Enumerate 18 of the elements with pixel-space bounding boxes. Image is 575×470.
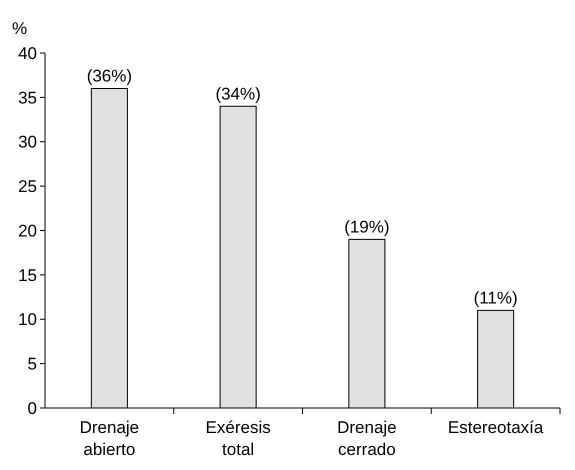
data-label: (36%) bbox=[86, 66, 132, 86]
y-tick-label: 15 bbox=[18, 266, 37, 285]
y-tick-label: 40 bbox=[18, 44, 37, 63]
data-label: (19%) bbox=[344, 217, 390, 236]
y-tick-label: 0 bbox=[28, 398, 37, 418]
y-tick-label: 20 bbox=[18, 221, 37, 240]
x-tick-label: Estereotaxía bbox=[448, 418, 544, 437]
y-tick-label: 35 bbox=[18, 88, 37, 108]
data-label: (34%) bbox=[215, 84, 261, 104]
y-tick-label: 30 bbox=[18, 132, 37, 152]
x-tick-label: Exéresis total bbox=[206, 418, 271, 459]
data-label: (11%) bbox=[474, 288, 518, 308]
y-tick-label: 5 bbox=[28, 354, 37, 374]
x-tick-label: Drenaje cerrado bbox=[337, 418, 397, 459]
y-tick-label: 10 bbox=[18, 310, 37, 330]
y-tick-label: 25 bbox=[18, 177, 37, 196]
y-axis-title: % bbox=[12, 19, 28, 38]
x-tick-label: Drenaje abierto bbox=[80, 418, 140, 459]
